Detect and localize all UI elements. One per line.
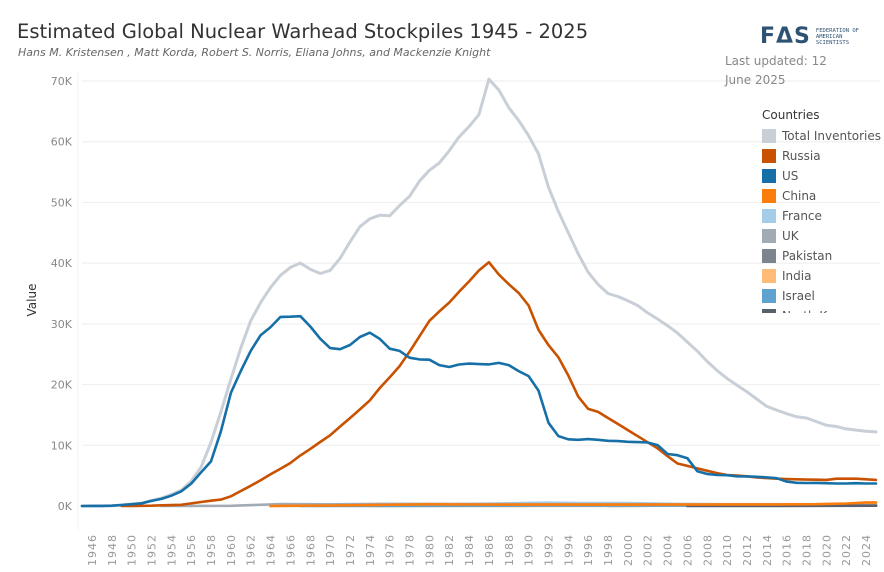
legend-label: UK xyxy=(782,229,799,243)
x-tick-label: 2004 xyxy=(662,534,675,566)
legend-item[interactable]: China xyxy=(762,186,884,206)
x-tick-label: 1982 xyxy=(443,534,456,566)
gridlines xyxy=(77,72,880,530)
chart-title: Estimated Global Nuclear Warhead Stockpi… xyxy=(17,20,589,43)
x-tick-label: 1978 xyxy=(404,534,417,566)
legend-item[interactable]: Pakistan xyxy=(762,246,884,266)
x-tick-label: 1974 xyxy=(364,534,377,566)
legend-label: France xyxy=(782,209,822,223)
legend-label: Pakistan xyxy=(782,249,833,263)
legend-item[interactable]: Total Inventories xyxy=(762,126,884,146)
x-tick-label: 2014 xyxy=(761,534,774,566)
x-tick-label: 1984 xyxy=(463,534,476,566)
y-tick-label: 60K xyxy=(51,136,73,149)
x-tick-label: 1992 xyxy=(542,534,555,566)
legend-swatch xyxy=(762,189,776,203)
legend-item[interactable]: Israel xyxy=(762,286,884,306)
x-tick-label: 1980 xyxy=(423,534,436,566)
x-tick-label: 1968 xyxy=(304,534,317,566)
y-tick-label: 40K xyxy=(51,257,73,270)
y-tick-label: 20K xyxy=(51,379,73,392)
legend-label: Israel xyxy=(782,289,815,303)
x-tick-label: 1956 xyxy=(185,534,198,566)
legend-item[interactable]: Russia xyxy=(762,146,884,166)
x-tick-label: 1990 xyxy=(523,534,536,566)
y-tick-label: 30K xyxy=(51,318,73,331)
chart-subtitle: Hans M. Kristensen , Matt Korda, Robert … xyxy=(18,46,491,59)
fas-logo: FΔS FEDERATION OF AMERICAN SCIENTISTS xyxy=(760,26,876,48)
x-tick-label: 1966 xyxy=(284,534,297,566)
logo-text: FEDERATION OF AMERICAN SCIENTISTS xyxy=(815,28,859,46)
x-tick-label: 2006 xyxy=(681,534,694,566)
x-tick-label: 1964 xyxy=(265,534,278,566)
legend-label: Total Inventories xyxy=(782,129,882,143)
x-tick-label: 2018 xyxy=(801,534,814,566)
x-tick-label: 1950 xyxy=(126,534,139,566)
x-tick-label: 2010 xyxy=(721,534,734,566)
x-tick-label: 2020 xyxy=(820,534,833,566)
y-tick-label: 10K xyxy=(51,439,73,452)
x-tick-label: 2012 xyxy=(741,534,754,566)
series-lines xyxy=(80,77,878,508)
legend-label: Russia xyxy=(782,149,821,163)
legend[interactable]: Countries Total Inventories Russia US China… xyxy=(762,108,884,313)
legend-swatch xyxy=(762,229,776,243)
legend-swatch xyxy=(762,269,776,283)
x-tick-label: 1946 xyxy=(86,534,99,566)
legend-label: India xyxy=(782,269,812,283)
x-tick-label: 1948 xyxy=(106,534,119,566)
legend-swatch xyxy=(762,309,776,313)
legend-label: North Korea xyxy=(782,309,853,313)
series-line-china[interactable] xyxy=(269,501,878,508)
legend-swatch xyxy=(762,149,776,163)
x-tick-label: 1976 xyxy=(384,534,397,566)
legend-item[interactable]: North Korea xyxy=(762,306,884,313)
y-axis-label: Value xyxy=(25,284,39,317)
y-tick-label: 50K xyxy=(51,196,73,209)
logo-mark: FΔS xyxy=(760,24,811,49)
legend-swatch xyxy=(762,209,776,223)
legend-swatch xyxy=(762,129,776,143)
legend-swatch xyxy=(762,169,776,183)
x-tick-label: 2016 xyxy=(781,534,794,566)
legend-item[interactable]: UK xyxy=(762,226,884,246)
x-tick-label: 2002 xyxy=(642,534,655,566)
legend-swatch xyxy=(762,249,776,263)
x-tick-label: 2024 xyxy=(860,534,873,566)
x-axis: 1946 1948 1950 1952 1954 1956 1958 1960 1962 1964… xyxy=(86,534,873,566)
legend-item[interactable]: US xyxy=(762,166,884,186)
series-line-us[interactable] xyxy=(80,314,878,508)
legend-label: China xyxy=(782,189,817,203)
legend-title: Countries xyxy=(762,108,820,122)
x-tick-label: 2008 xyxy=(701,534,714,566)
x-tick-label: 1958 xyxy=(205,534,218,566)
y-tick-label: 70K xyxy=(51,75,73,88)
x-tick-label: 1960 xyxy=(225,534,238,566)
x-tick-label: 1972 xyxy=(344,534,357,566)
x-tick-label: 1970 xyxy=(324,534,337,566)
legend-item[interactable]: France xyxy=(762,206,884,226)
x-tick-label: 1962 xyxy=(245,534,258,566)
legend-swatch xyxy=(762,289,776,303)
x-tick-label: 1952 xyxy=(145,534,158,566)
x-tick-label: 2000 xyxy=(622,534,635,566)
last-updated: Last updated: 12 June 2025 xyxy=(725,54,827,87)
x-tick-label: 1986 xyxy=(483,534,496,566)
x-tick-label: 1994 xyxy=(562,534,575,566)
x-tick-label: 2022 xyxy=(840,534,853,566)
x-tick-label: 1954 xyxy=(165,534,178,566)
x-tick-label: 1998 xyxy=(602,534,615,566)
legend-label: US xyxy=(782,169,799,183)
y-tick-label: 0K xyxy=(58,500,73,513)
legend-item[interactable]: India xyxy=(762,266,884,286)
y-axis: 0K 10K 20K 30K 40K 50K 60K 70K xyxy=(51,75,73,513)
x-tick-label: 1996 xyxy=(582,534,595,566)
x-tick-label: 1988 xyxy=(503,534,516,566)
series-line-total-inventories[interactable] xyxy=(80,77,878,508)
